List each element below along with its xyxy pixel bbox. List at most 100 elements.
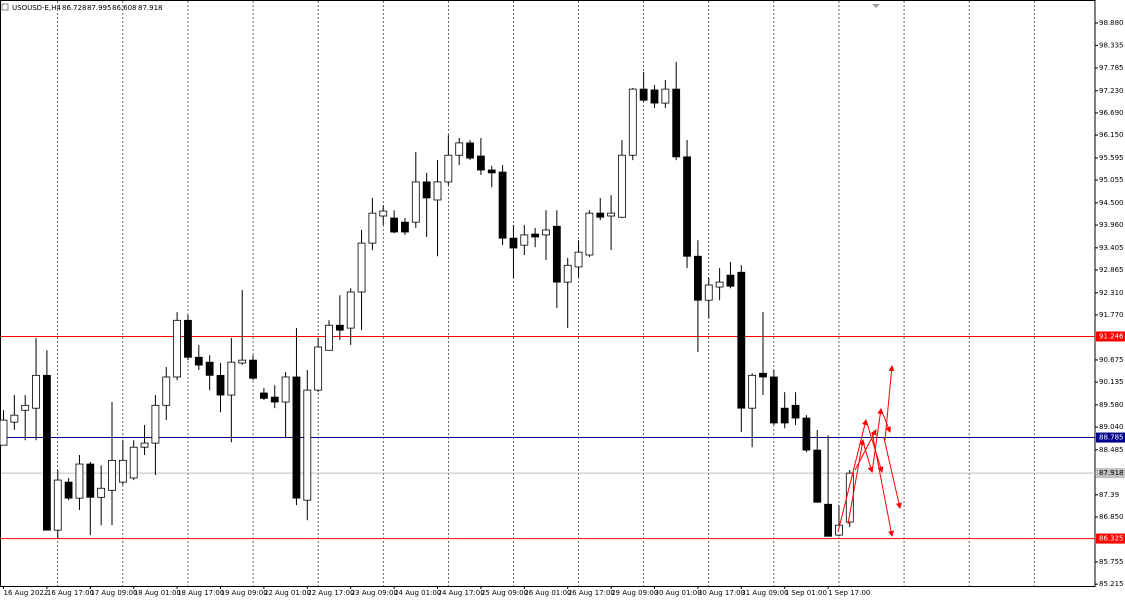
candle-body bbox=[498, 171, 507, 239]
x-tick-label: 23 Aug 09:00 bbox=[351, 589, 398, 597]
candle-body bbox=[216, 374, 225, 396]
symbol-title: USOUSD-E,H4 bbox=[12, 4, 61, 12]
x-tick-label: 18 Aug 01:00 bbox=[134, 589, 181, 597]
arrow bbox=[854, 429, 877, 471]
candle-body bbox=[194, 356, 203, 366]
candle-body bbox=[737, 271, 746, 409]
header-open: 86.728 bbox=[62, 4, 87, 12]
candle-body bbox=[704, 284, 713, 301]
level-label: 86.325 bbox=[1099, 535, 1124, 543]
y-tick-label: 89.040 bbox=[1099, 423, 1124, 431]
level-label: 88.785 bbox=[1099, 434, 1124, 442]
candle-body bbox=[520, 234, 529, 246]
y-tick-label: 95.595 bbox=[1099, 154, 1124, 162]
y-tick-label: 96.690 bbox=[1099, 109, 1124, 117]
candle-body bbox=[813, 449, 822, 503]
x-tick-label: 26 Aug 01:00 bbox=[524, 589, 571, 597]
candle-body bbox=[780, 407, 789, 424]
candle-body bbox=[455, 142, 464, 156]
candle-body bbox=[672, 88, 681, 158]
levels bbox=[1, 335, 1095, 540]
y-tick-label: 90.135 bbox=[1099, 378, 1124, 386]
candle-body bbox=[650, 89, 659, 104]
y-tick-label: 86.850 bbox=[1099, 513, 1124, 521]
candle-body bbox=[726, 274, 735, 287]
arrow bbox=[847, 439, 866, 525]
candle-body bbox=[759, 372, 767, 378]
candle-body bbox=[444, 154, 453, 183]
shift-marker bbox=[872, 4, 880, 8]
candle-body bbox=[259, 392, 268, 399]
candle-body bbox=[563, 264, 572, 283]
candle-body bbox=[346, 291, 355, 329]
y-tick-label: 93.405 bbox=[1099, 244, 1124, 252]
candle-body bbox=[162, 376, 171, 406]
candle-body bbox=[715, 281, 724, 288]
candle-body bbox=[585, 212, 594, 256]
candle-body bbox=[552, 225, 561, 283]
x-tick-label: 24 Aug 01:00 bbox=[394, 589, 441, 597]
candle-body bbox=[86, 463, 95, 498]
y-tick-label: 85.755 bbox=[1099, 558, 1124, 566]
candle-body bbox=[118, 459, 127, 483]
y-tick-label: 87.39 bbox=[1099, 491, 1119, 499]
x-tick-label: 16 Aug 17:00 bbox=[47, 589, 94, 597]
level-label-bg bbox=[1096, 331, 1125, 342]
x-tick-label: 25 Aug 09:00 bbox=[481, 589, 528, 597]
candle-body bbox=[281, 376, 290, 403]
candle-body bbox=[357, 242, 366, 293]
candle-body bbox=[466, 142, 474, 159]
x-tick-label: 18 Aug 17:00 bbox=[177, 589, 224, 597]
x-tick-label: 30 Aug 01:00 bbox=[655, 589, 702, 597]
x-tick-label: 19 Aug 09:00 bbox=[221, 589, 268, 597]
candle-body bbox=[509, 237, 518, 249]
candle-body bbox=[140, 442, 149, 448]
candle-body bbox=[75, 463, 84, 499]
candle-body bbox=[618, 154, 626, 218]
candle-body bbox=[596, 212, 605, 218]
x-tick-label: 1 Sep 17:00 bbox=[828, 589, 870, 597]
candle-body bbox=[43, 374, 51, 531]
arrow bbox=[862, 441, 874, 473]
candle-body bbox=[368, 212, 377, 244]
x-tick-label: 24 Aug 17:00 bbox=[438, 589, 485, 597]
x-tick-label: 29 Aug 09:00 bbox=[611, 589, 658, 597]
y-tick-label: 88.485 bbox=[1099, 446, 1124, 454]
candle-body bbox=[379, 210, 388, 217]
arrow bbox=[880, 408, 891, 433]
x-tick-label: 22 Aug 01:00 bbox=[264, 589, 311, 597]
candle-body bbox=[173, 319, 182, 378]
candle-body bbox=[10, 414, 19, 423]
x-tick-label: 22 Aug 17:00 bbox=[307, 589, 354, 597]
header-close: 87.918 bbox=[138, 4, 163, 12]
level-label-bg bbox=[1096, 432, 1125, 443]
y-tick-label: 97.230 bbox=[1099, 87, 1124, 95]
candle-body bbox=[574, 251, 583, 268]
candle-body bbox=[32, 374, 40, 409]
candle-body bbox=[802, 417, 811, 451]
arrow-drawings bbox=[837, 365, 902, 537]
candle-body bbox=[238, 359, 247, 364]
x-tick-label: 1 Sep 01:00 bbox=[785, 589, 827, 597]
y-tick-label: 93.960 bbox=[1099, 221, 1124, 229]
candle-body bbox=[205, 361, 214, 376]
y-tick-label: 92.310 bbox=[1099, 289, 1124, 297]
candle-body bbox=[791, 404, 800, 419]
symbol-icon bbox=[1, 3, 9, 11]
candle-body bbox=[325, 324, 333, 351]
x-tick-label: 26 Aug 17:00 bbox=[568, 589, 615, 597]
candle-body bbox=[64, 481, 73, 499]
candle-body bbox=[748, 374, 757, 409]
y-tick-label: 90.675 bbox=[1099, 356, 1124, 364]
level-label-bg bbox=[1096, 468, 1125, 479]
arrow bbox=[871, 408, 884, 473]
x-tick-label: 16 Aug 2022 bbox=[4, 589, 49, 597]
level-label-bg bbox=[1096, 533, 1125, 544]
candle-body bbox=[108, 459, 116, 491]
candle-body bbox=[531, 233, 540, 238]
candle-body bbox=[628, 88, 637, 156]
header-low: 86.608 bbox=[112, 4, 137, 12]
